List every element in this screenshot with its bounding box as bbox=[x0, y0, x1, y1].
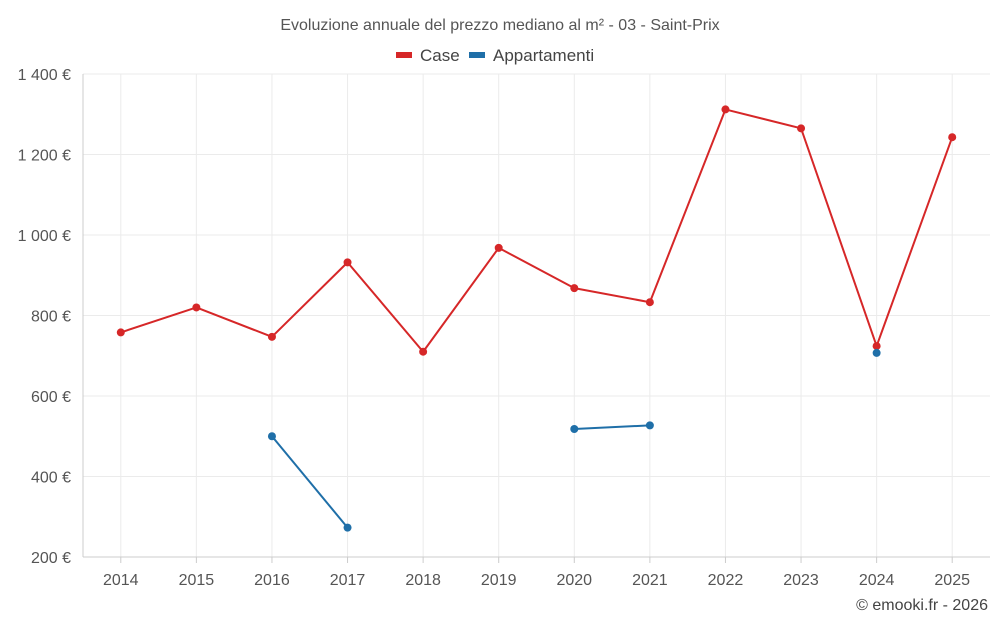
series-line-segment bbox=[422, 246, 500, 353]
chart-title: Evoluzione annuale del prezzo mediano al… bbox=[280, 17, 719, 34]
data-point[interactable] bbox=[192, 303, 201, 312]
legend: Case Appartamenti bbox=[396, 46, 594, 65]
series-line-segment bbox=[648, 108, 727, 304]
data-point[interactable] bbox=[797, 124, 806, 133]
series-line-segment bbox=[270, 261, 349, 338]
series-1 bbox=[267, 348, 881, 532]
series-0 bbox=[116, 105, 957, 356]
y-tick-label: 1 400 € bbox=[18, 67, 71, 84]
y-tick-label: 400 € bbox=[31, 470, 71, 487]
data-point[interactable] bbox=[570, 425, 579, 434]
data-point[interactable] bbox=[267, 432, 276, 441]
data-point[interactable] bbox=[343, 258, 352, 267]
x-tick-label: 2024 bbox=[859, 572, 895, 589]
series-line-segment bbox=[724, 108, 803, 130]
data-point[interactable] bbox=[570, 284, 579, 293]
series-line-segment bbox=[270, 435, 349, 529]
y-tick-label: 1 000 € bbox=[18, 228, 71, 245]
x-tick-label: 2021 bbox=[632, 572, 668, 589]
data-point[interactable] bbox=[419, 347, 428, 356]
data-point[interactable] bbox=[948, 133, 957, 142]
data-point[interactable] bbox=[267, 332, 276, 341]
x-tick-label: 2018 bbox=[405, 572, 441, 589]
series-line-segment bbox=[346, 261, 425, 353]
x-tick-label: 2023 bbox=[783, 572, 819, 589]
series-line-segment bbox=[573, 287, 651, 304]
x-axis-ticks: 2014 2015 2016 2017 2018 2019 2020 2021 2022 2023… bbox=[103, 557, 970, 589]
series-line-segment bbox=[497, 246, 576, 290]
data-point[interactable] bbox=[343, 523, 352, 532]
x-tick-label: 2020 bbox=[556, 572, 592, 589]
legend-swatch-case bbox=[396, 52, 412, 58]
x-tick-label: 2017 bbox=[330, 572, 366, 589]
series-line-segment bbox=[195, 306, 273, 338]
x-tick-label: 2015 bbox=[179, 572, 215, 589]
data-point[interactable] bbox=[872, 342, 881, 351]
y-axis-ticks: 200 € 400 € 600 € 800 € 1 000 € 1 200 € 1 400 … bbox=[18, 67, 71, 567]
x-tick-label: 2025 bbox=[934, 572, 970, 589]
y-tick-label: 800 € bbox=[31, 309, 71, 326]
y-tick-label: 1 200 € bbox=[18, 148, 71, 165]
x-tick-label: 2014 bbox=[103, 572, 139, 589]
data-point[interactable] bbox=[645, 298, 654, 307]
series-line-segment bbox=[875, 136, 954, 348]
y-tick-label: 600 € bbox=[31, 389, 71, 406]
legend-swatch-appartamenti bbox=[469, 52, 485, 58]
data-point[interactable] bbox=[494, 243, 503, 252]
data-point[interactable] bbox=[645, 421, 654, 430]
grid bbox=[82, 73, 990, 558]
data-point[interactable] bbox=[872, 348, 881, 357]
data-point[interactable] bbox=[116, 328, 125, 337]
data-point[interactable] bbox=[721, 105, 730, 114]
series-line-segment bbox=[119, 306, 198, 334]
series-layer bbox=[116, 105, 957, 532]
x-tick-label: 2016 bbox=[254, 572, 290, 589]
series-line-segment bbox=[573, 424, 651, 431]
x-tick-label: 2022 bbox=[708, 572, 744, 589]
credit-label: © emooki.fr - 2026 bbox=[856, 597, 988, 614]
legend-label-case[interactable]: Case bbox=[420, 46, 460, 65]
x-tick-label: 2019 bbox=[481, 572, 517, 589]
series-line-segment bbox=[800, 127, 878, 348]
legend-label-appartamenti[interactable]: Appartamenti bbox=[493, 46, 594, 65]
y-tick-label: 200 € bbox=[31, 550, 71, 567]
